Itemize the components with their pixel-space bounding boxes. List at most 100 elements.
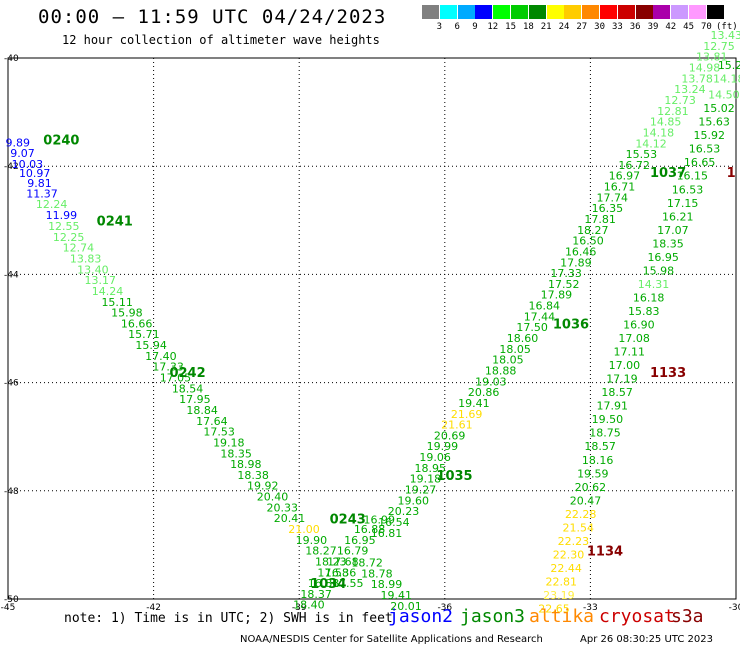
- y-tick-label: -46: [4, 379, 19, 389]
- swh-value-label: 18.99: [371, 578, 403, 591]
- swh-value-label: 20.41: [274, 512, 306, 525]
- swh-value-label: 17.15: [667, 197, 699, 210]
- swh-value-label: 18.05: [492, 354, 524, 367]
- swh-value-label: 17.07: [657, 224, 689, 237]
- swh-value-label: 17.44: [524, 310, 556, 323]
- swh-value-label: 15.92: [694, 129, 726, 142]
- swh-value-label: 19.06: [419, 451, 451, 464]
- color-scale-unit: (ft): [716, 22, 738, 32]
- swh-value-label: 9.07: [10, 147, 35, 160]
- swh-value-label: 18.54: [172, 382, 204, 395]
- swh-value-label: 18.72: [351, 557, 383, 570]
- track-label: 1133: [650, 366, 686, 381]
- swh-value-label: 15.71: [128, 328, 160, 341]
- swh-value-label: 19.50: [592, 413, 624, 426]
- swh-value-label: 21.00: [288, 523, 320, 536]
- track-label: 0240: [43, 134, 79, 149]
- swh-value-label: 22.44: [550, 562, 582, 575]
- track-label: 1: [727, 166, 736, 181]
- swh-value-label: 17.33: [152, 361, 184, 374]
- scale-label: 42: [665, 22, 677, 32]
- swh-value-label: 13.78: [681, 72, 713, 85]
- swh-value-label: 18.40: [293, 599, 325, 612]
- swh-value-label: 12.81: [657, 105, 689, 118]
- swh-value-label: 17.55: [332, 577, 364, 590]
- swh-value-label: 16.53: [689, 143, 721, 156]
- swh-value-label: 20.23: [388, 505, 420, 518]
- swh-value-label: 19.99: [427, 440, 459, 453]
- swh-value-label: 18.57: [584, 440, 616, 453]
- swh-value-label: 18.27: [577, 224, 609, 237]
- scale-label: 12: [487, 22, 499, 32]
- swh-value-label: 13.81: [696, 51, 728, 64]
- swh-value-label: 20.40: [257, 491, 289, 504]
- scale-label: 33: [611, 22, 623, 32]
- scale-swatch: [493, 5, 511, 19]
- swh-value-label: 22.28: [565, 508, 597, 521]
- swh-value-label: 22.65: [538, 603, 570, 616]
- x-tick-label: -30: [729, 603, 740, 613]
- swh-value-label: 21.69: [451, 408, 483, 421]
- swh-value-label: 13.24: [674, 83, 706, 96]
- swh-value-label: 9.89: [5, 137, 30, 150]
- swh-value-label: 16.36: [325, 566, 357, 579]
- swh-value-label: 17.95: [179, 393, 211, 406]
- swh-value-label: 17.52: [548, 278, 580, 291]
- scale-swatch: [582, 5, 600, 19]
- swh-value-label: 15.20: [718, 59, 740, 72]
- x-tick-label: -33: [583, 603, 598, 613]
- scale-swatch: [564, 5, 582, 19]
- x-tick-label: -42: [146, 603, 161, 613]
- swh-value-label: 20.86: [468, 386, 500, 399]
- swh-value-label: 19.90: [296, 534, 328, 547]
- chart-subtitle: 12 hour collection of altimeter wave hei…: [62, 33, 380, 47]
- swh-value-label: 16.65: [684, 156, 716, 169]
- scale-label: 27: [576, 22, 588, 32]
- swh-value-label: 16.88: [354, 523, 386, 536]
- swh-value-label: 14.50: [708, 89, 740, 102]
- track-label: 0243: [330, 512, 366, 527]
- swh-value-label: 17.11: [613, 346, 645, 359]
- swh-value-label: 13.83: [70, 252, 102, 265]
- scale-label: 30: [594, 22, 606, 32]
- scale-label: 45: [683, 22, 695, 32]
- scale-swatch: [546, 5, 564, 19]
- swh-value-label: 16.66: [121, 317, 153, 330]
- track-label: 0241: [97, 215, 133, 230]
- swh-value-label: 17.58: [317, 566, 349, 579]
- swh-value-label: 22.81: [546, 575, 578, 588]
- swh-value-label: 18.27: [305, 545, 337, 558]
- y-tick-label: -40: [4, 54, 19, 64]
- scale-swatch: [617, 5, 635, 19]
- swh-value-label: 16.99: [364, 513, 396, 526]
- swh-value-label: 16.81: [371, 527, 403, 540]
- swh-value-label: 18.78: [361, 567, 393, 580]
- scale-swatch: [600, 5, 617, 19]
- scale-swatch: [689, 5, 706, 19]
- swh-value-label: 16.18: [633, 291, 665, 304]
- scale-label: 9: [472, 22, 478, 32]
- track-label: 1036: [553, 318, 589, 333]
- swh-value-label: 19.92: [247, 480, 279, 493]
- track-label: 1037: [650, 166, 686, 181]
- satellite-label-jason2: jason2: [388, 606, 454, 627]
- swh-value-label: 21.54: [563, 521, 595, 534]
- scale-swatch: [475, 5, 493, 19]
- swh-value-label: 16.90: [623, 319, 655, 332]
- swh-value-label: 16.53: [672, 183, 704, 196]
- x-tick-label: -45: [1, 603, 16, 613]
- swh-value-label: 16.54: [378, 516, 410, 529]
- swh-value-label: 16.84: [529, 300, 561, 313]
- swh-value-label: 14.85: [650, 116, 682, 129]
- swh-value-label: 14.18: [713, 72, 740, 85]
- y-tick-label: -42: [4, 162, 19, 172]
- satellite-label-cryosat: cryosat: [599, 606, 675, 627]
- footer-credit: NOAA/NESDIS Center for Satellite Applica…: [240, 634, 543, 645]
- swh-value-label: 13.17: [84, 274, 116, 287]
- x-tick-label: -39: [292, 603, 307, 613]
- swh-value-label: 21.61: [441, 419, 473, 432]
- x-tick-label: -36: [437, 603, 452, 613]
- scale-swatch: [653, 5, 671, 19]
- swh-value-label: 18.88: [485, 364, 517, 377]
- swh-value-label: 18.84: [186, 404, 218, 417]
